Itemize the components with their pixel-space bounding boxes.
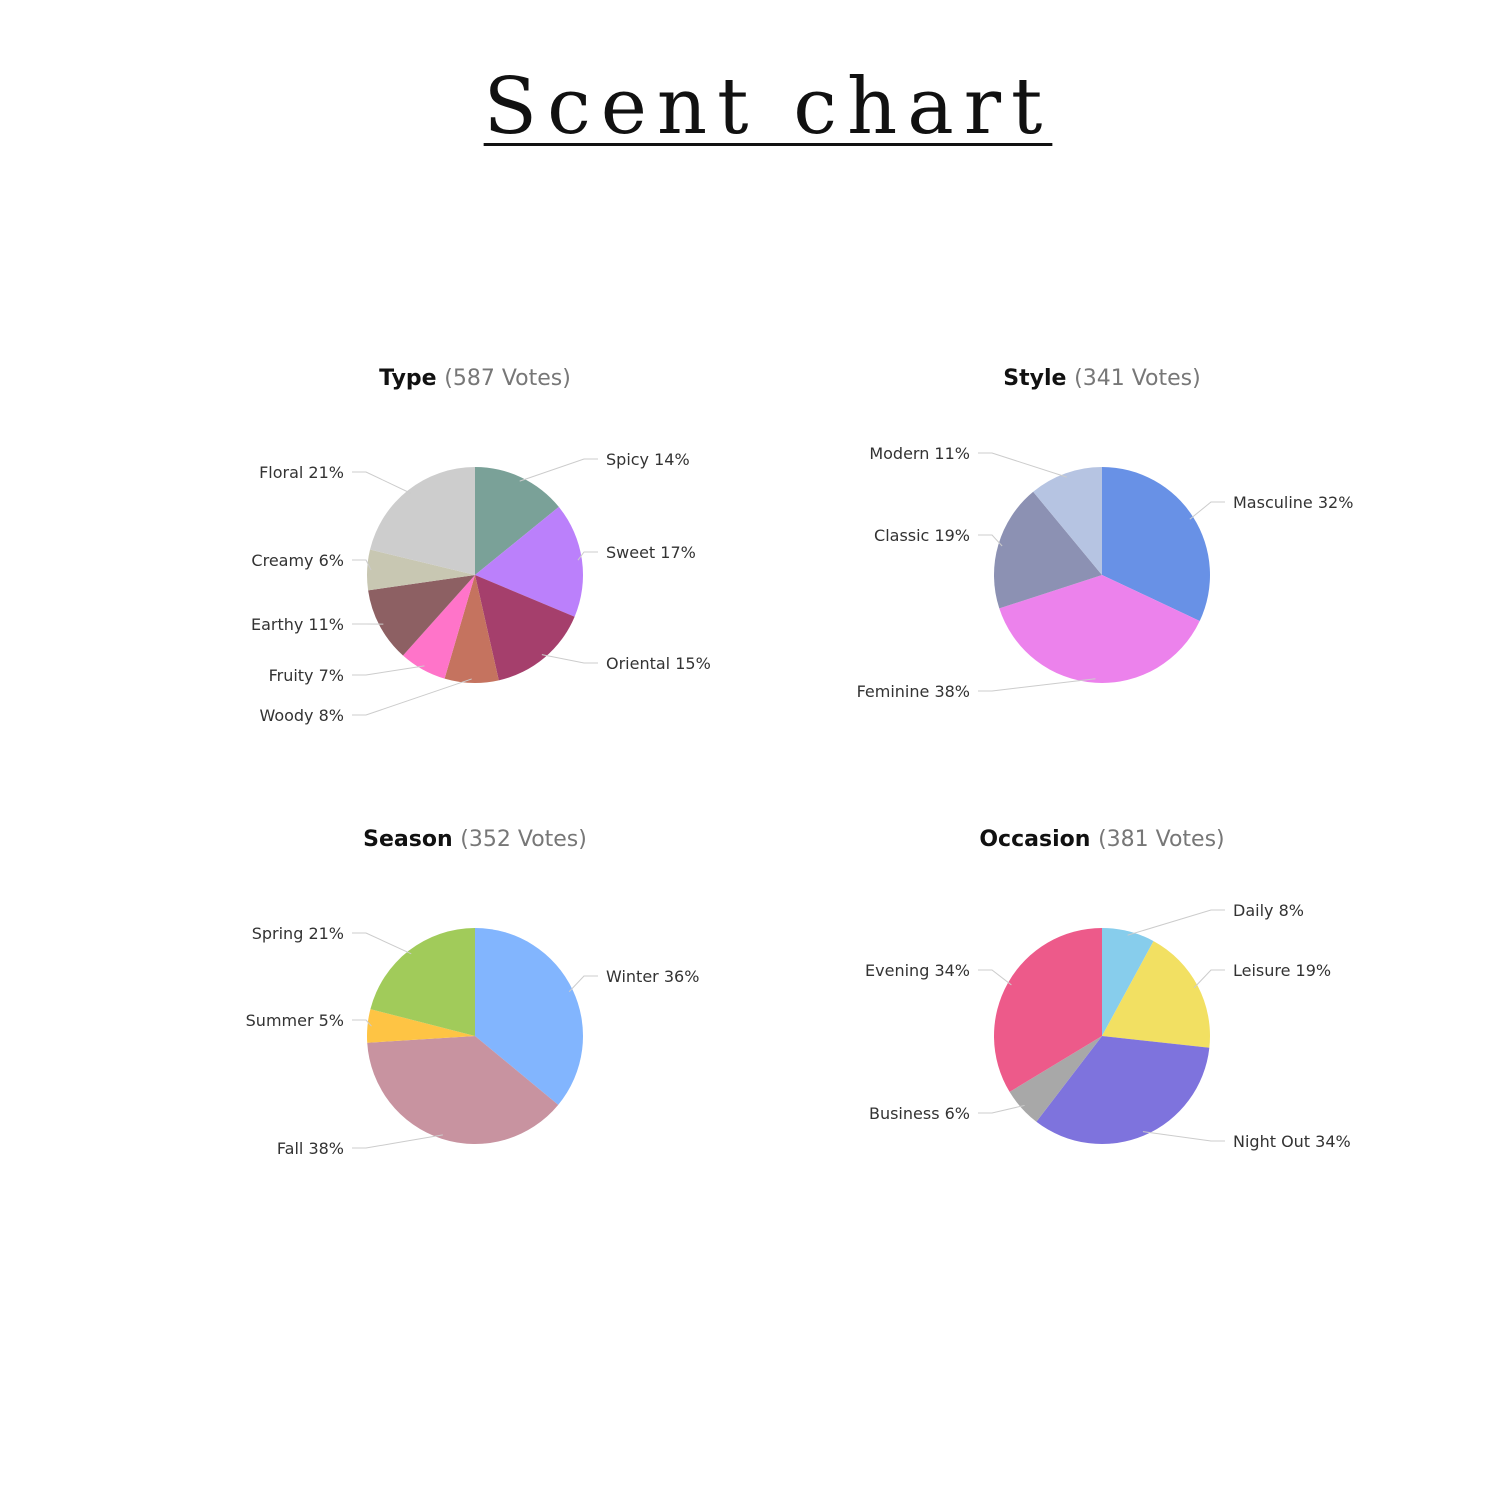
connector-line <box>978 452 1067 478</box>
pie-slice-floral[interactable] <box>370 467 475 575</box>
slice-label: Leisure 19% <box>1233 961 1331 980</box>
slice-label: Woody 8% <box>259 706 344 725</box>
slice-label: Classic 19% <box>874 526 970 545</box>
page-title: Scent chart <box>483 62 1053 152</box>
slice-label: Earthy 11% <box>251 615 344 634</box>
chart-vote-count: (341 Votes) <box>1074 366 1201 391</box>
chart-title-main: Style <box>1003 366 1074 391</box>
connector-line <box>519 458 598 482</box>
pie-slice-fruity[interactable] <box>402 575 475 679</box>
pie-chart-occasion: Occasion (381 Votes) Daily 8% Leisure 19% N… <box>865 827 1351 1151</box>
slice-label: Masculine 32% <box>1233 493 1353 512</box>
slice-label: Sweet 17% <box>606 543 696 562</box>
chart-title: Occasion (381 Votes) <box>979 827 1224 852</box>
slice-label: Spicy 14% <box>606 450 690 469</box>
pie-slice-creamy[interactable] <box>366 549 475 591</box>
chart-title: Season (352 Votes) <box>363 827 587 852</box>
connector-line <box>352 1019 372 1027</box>
chart-vote-count: (352 Votes) <box>460 827 587 852</box>
pie-slice-masculine[interactable] <box>1102 467 1210 621</box>
pie-slice-classic[interactable] <box>994 491 1102 609</box>
chart-title: Style (341 Votes) <box>1003 366 1200 391</box>
connector-line <box>352 1134 443 1149</box>
chart-title-main: Type <box>379 366 444 391</box>
chart-title-main: Occasion <box>979 827 1098 852</box>
pie-chart-season: Season (352 Votes) Winter 36% Fall 38% Summ… <box>246 827 700 1158</box>
pie-slice-winter[interactable] <box>475 928 583 1105</box>
pie-slice-leisure[interactable] <box>1102 941 1210 1048</box>
chart-title: Type (587 Votes) <box>379 366 571 391</box>
slice-label: Feminine 38% <box>857 682 970 701</box>
connector-line <box>1193 969 1225 989</box>
connector-line <box>352 559 372 571</box>
pie-slice-fall[interactable] <box>367 1036 559 1144</box>
slice-label: Oriental 15% <box>606 654 711 673</box>
pie-slice-evening[interactable] <box>994 928 1102 1092</box>
pie-slice-earthy[interactable] <box>368 575 475 656</box>
pie-slice-summer[interactable] <box>366 1009 475 1043</box>
slice-label: Summer 5% <box>246 1011 344 1030</box>
connector-line <box>978 1104 1025 1114</box>
pie-slice-daily[interactable] <box>1102 928 1154 1036</box>
slice-label: Daily 8% <box>1233 901 1304 920</box>
connector-line <box>352 932 412 955</box>
pie-slice-feminine[interactable] <box>999 575 1200 683</box>
pie-slice-night-out[interactable] <box>1036 1036 1210 1144</box>
connector-line <box>1189 501 1225 520</box>
connector-line <box>568 975 598 993</box>
chart-title-main: Season <box>363 827 460 852</box>
connector-line <box>978 678 1096 692</box>
pie-slice-business[interactable] <box>1009 1036 1102 1122</box>
pie-slice-spring[interactable] <box>370 928 475 1036</box>
slice-label: Creamy 6% <box>251 551 344 570</box>
slice-label: Evening 34% <box>865 961 970 980</box>
connector-line <box>1127 909 1225 936</box>
pie-slice-oriental[interactable] <box>475 575 575 681</box>
pie-chart-type: Type (587 Votes) Spicy 14% Sweet 17% Orient… <box>251 366 711 725</box>
connector-line <box>352 678 472 716</box>
pie-slice-sweet[interactable] <box>475 506 583 617</box>
pie-slice-woody[interactable] <box>444 575 499 684</box>
slice-label: Floral 21% <box>259 463 344 482</box>
slice-label: Night Out 34% <box>1233 1132 1351 1151</box>
connector-line <box>541 654 598 664</box>
connector-line <box>352 665 425 676</box>
connector-line <box>978 969 1012 986</box>
connector-line <box>978 534 1003 547</box>
slice-label: Winter 36% <box>606 967 699 986</box>
slice-label: Business 6% <box>869 1104 970 1123</box>
pie-chart-style: Style (341 Votes) Masculine 32% Feminine 3… <box>857 366 1354 701</box>
slice-label: Fall 38% <box>277 1139 344 1158</box>
chart-vote-count: (587 Votes) <box>444 366 571 391</box>
slice-label: Fruity 7% <box>269 666 344 685</box>
slice-label: Modern 11% <box>869 444 970 463</box>
pie-slice-modern[interactable] <box>1033 467 1102 575</box>
connector-line <box>1142 1131 1225 1142</box>
pie-slice-spicy[interactable] <box>475 467 559 575</box>
connector-line <box>352 471 411 494</box>
chart-vote-count: (381 Votes) <box>1098 827 1225 852</box>
connector-line <box>577 551 598 561</box>
slice-label: Spring 21% <box>252 924 344 943</box>
